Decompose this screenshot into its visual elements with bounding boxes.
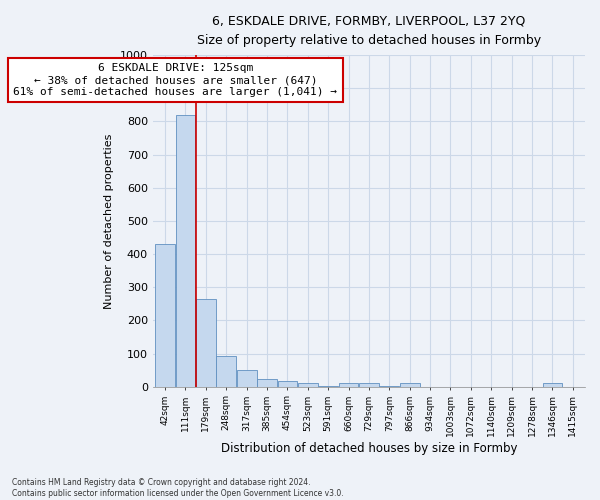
Y-axis label: Number of detached properties: Number of detached properties bbox=[104, 133, 115, 308]
Bar bbox=[196, 299, 216, 386]
Bar bbox=[542, 384, 562, 386]
Bar bbox=[338, 382, 358, 386]
Text: 6 ESKDALE DRIVE: 125sqm
← 38% of detached houses are smaller (647)
61% of semi-d: 6 ESKDALE DRIVE: 125sqm ← 38% of detache… bbox=[13, 64, 337, 96]
Text: Contains HM Land Registry data © Crown copyright and database right 2024.
Contai: Contains HM Land Registry data © Crown c… bbox=[12, 478, 344, 498]
Bar bbox=[237, 370, 257, 386]
Bar bbox=[155, 244, 175, 386]
Bar bbox=[176, 115, 196, 386]
Bar bbox=[298, 383, 317, 386]
Bar bbox=[278, 381, 297, 386]
Title: 6, ESKDALE DRIVE, FORMBY, LIVERPOOL, L37 2YQ
Size of property relative to detach: 6, ESKDALE DRIVE, FORMBY, LIVERPOOL, L37… bbox=[197, 15, 541, 47]
X-axis label: Distribution of detached houses by size in Formby: Distribution of detached houses by size … bbox=[221, 442, 517, 455]
Bar bbox=[400, 384, 419, 386]
Bar bbox=[257, 378, 277, 386]
Bar bbox=[217, 356, 236, 386]
Bar bbox=[359, 384, 379, 386]
